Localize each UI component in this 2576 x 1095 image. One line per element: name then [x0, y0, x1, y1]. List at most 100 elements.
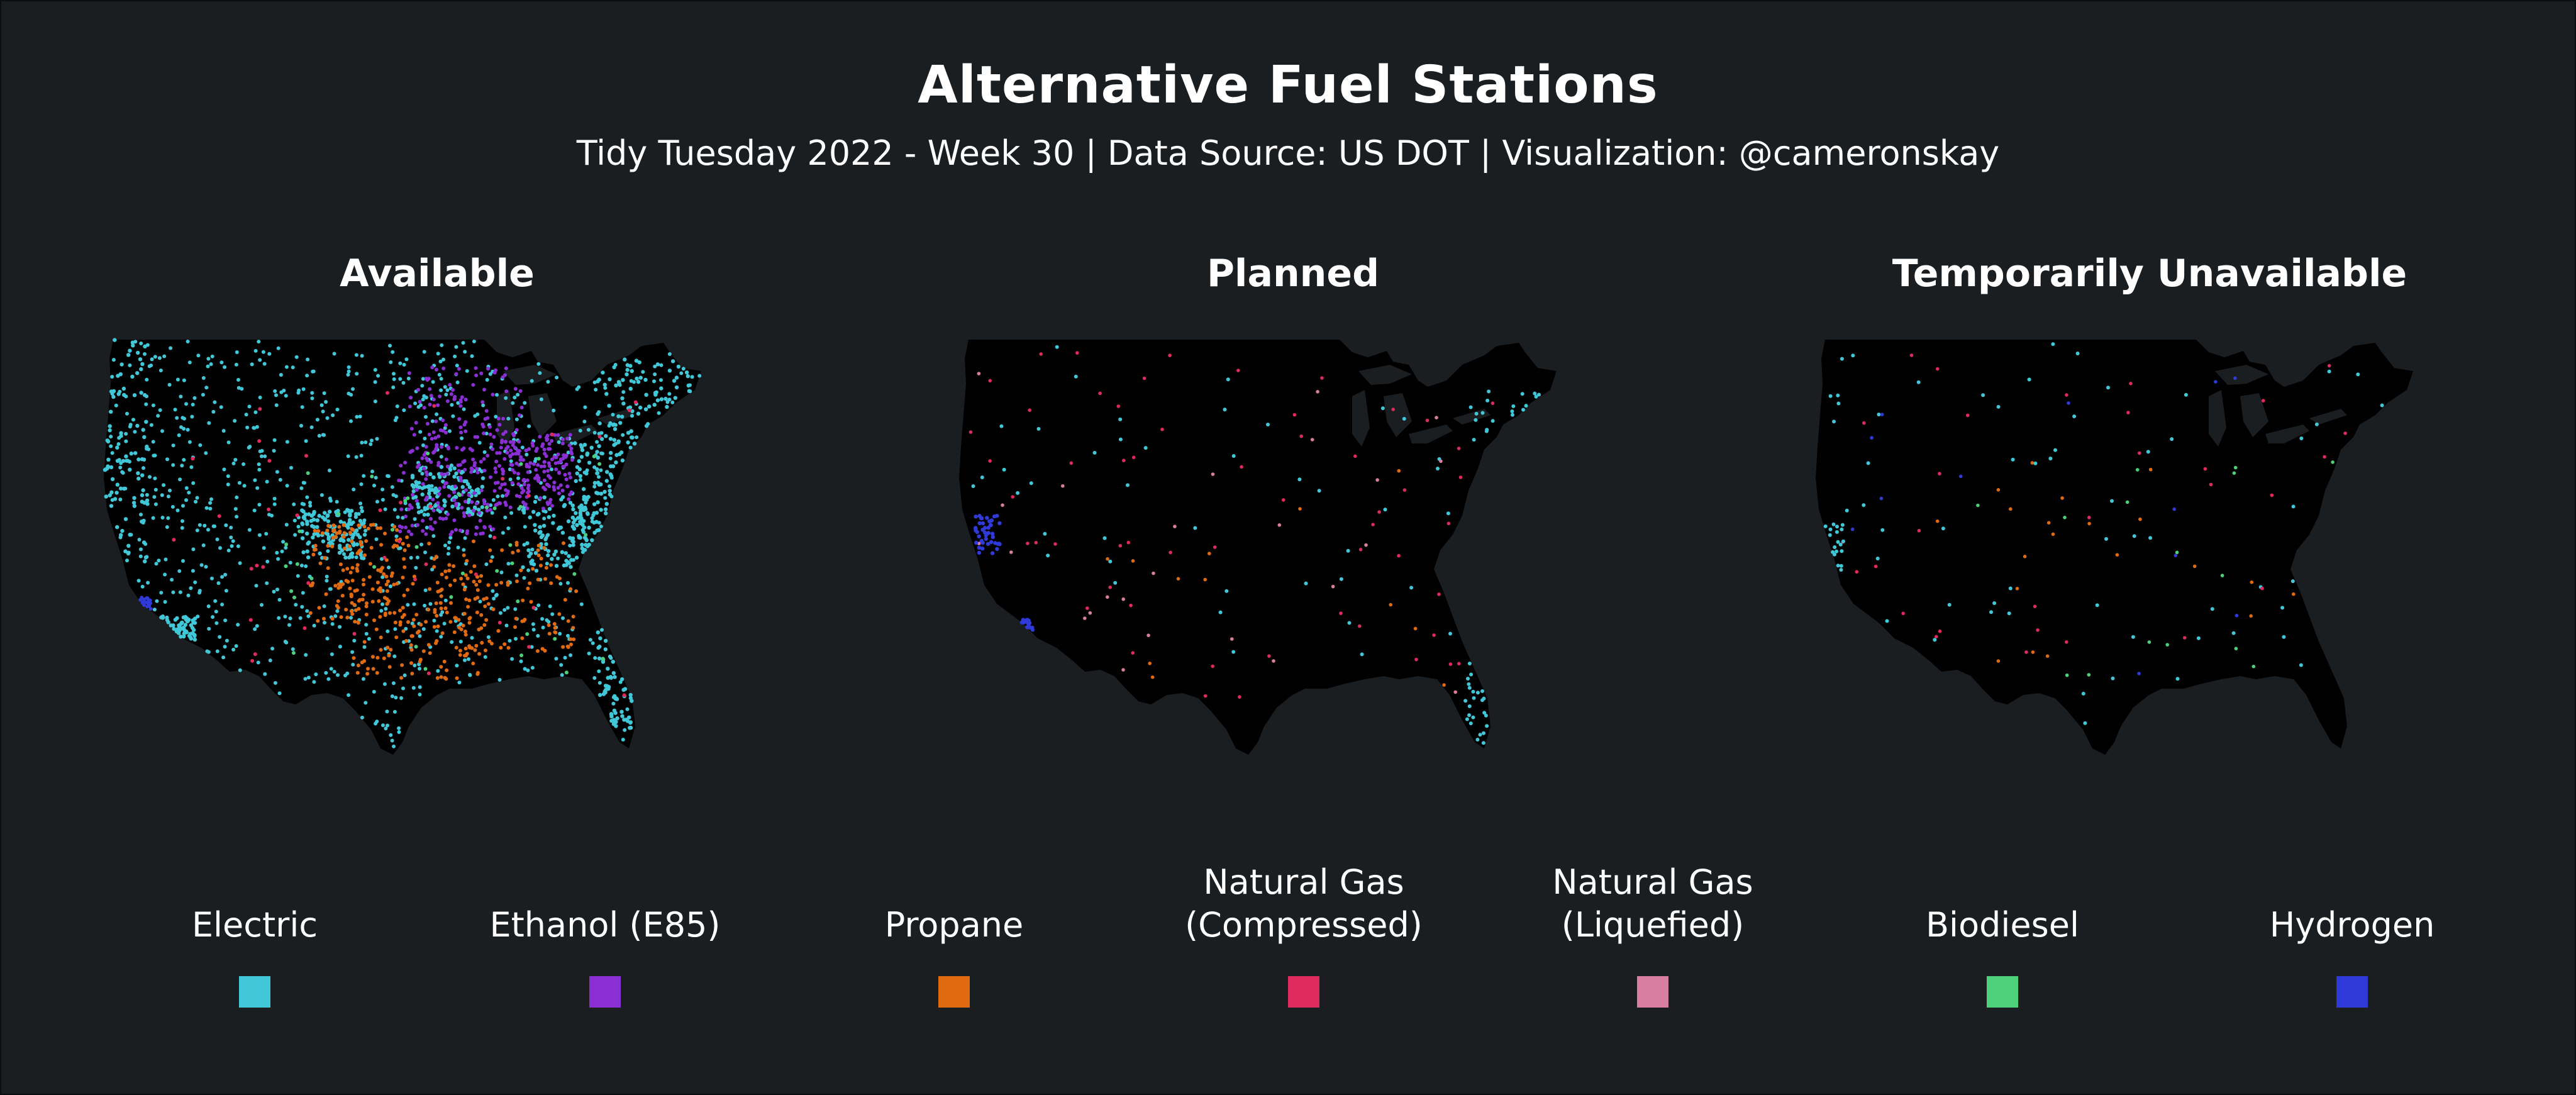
station-point: [2203, 467, 2207, 471]
station-point: [267, 513, 271, 517]
station-point: [1510, 409, 1514, 413]
station-point: [484, 618, 489, 622]
station-point: [632, 380, 636, 384]
station-point: [263, 454, 267, 459]
station-point: [478, 518, 482, 523]
station-point: [547, 461, 551, 465]
station-point: [467, 616, 472, 621]
station-point: [416, 523, 419, 527]
station-point: [171, 623, 175, 628]
station-point: [628, 364, 633, 368]
station-point: [364, 631, 369, 636]
station-point: [1524, 404, 1528, 408]
station-point: [516, 599, 520, 604]
station-point: [1885, 619, 1889, 623]
station-point: [609, 712, 614, 716]
station-point: [561, 616, 565, 620]
station-point: [504, 366, 508, 370]
station-point: [276, 557, 280, 561]
station-point: [541, 442, 545, 447]
station-point: [548, 497, 553, 502]
station-point: [184, 498, 188, 503]
station-point: [418, 667, 421, 671]
station-point: [1211, 664, 1214, 669]
station-point: [529, 599, 533, 604]
station-point: [2132, 534, 2136, 538]
station-point: [458, 653, 462, 657]
station-point: [436, 501, 440, 505]
station-point: [409, 555, 413, 560]
station-point: [221, 429, 226, 433]
station-point: [323, 517, 327, 522]
station-point: [391, 528, 394, 532]
station-point: [608, 377, 612, 382]
station-point: [580, 542, 584, 547]
station-point: [142, 457, 147, 462]
station-point: [146, 581, 150, 585]
station-point: [441, 517, 445, 521]
station-point: [440, 343, 444, 347]
station-point: [344, 608, 348, 612]
station-point: [550, 612, 555, 616]
station-point: [453, 578, 457, 582]
station-point: [449, 392, 453, 396]
station-point: [1297, 477, 1302, 482]
station-point: [519, 462, 523, 466]
station-point: [561, 464, 565, 469]
station-point: [343, 555, 348, 560]
station-point: [1831, 522, 1836, 526]
station-point: [211, 409, 216, 414]
station-point: [434, 601, 438, 606]
station-point: [223, 572, 228, 577]
station-point: [1877, 413, 1881, 416]
station-point: [457, 469, 461, 473]
station-point: [268, 659, 272, 662]
station-point: [504, 623, 509, 628]
station-point: [616, 439, 621, 443]
station-point: [336, 512, 341, 516]
station-point: [530, 379, 534, 383]
station-point: [435, 614, 439, 618]
station-point: [289, 465, 293, 470]
station-point: [374, 627, 379, 631]
station-point: [519, 653, 524, 657]
station-point: [577, 385, 581, 389]
station-point: [470, 354, 474, 359]
station-point: [591, 641, 595, 645]
station-point: [104, 494, 108, 499]
station-point: [304, 564, 308, 569]
station-point: [292, 518, 297, 523]
station-point: [2023, 555, 2027, 559]
station-point: [592, 454, 596, 459]
station-point: [611, 701, 616, 706]
station-point: [309, 576, 314, 581]
station-point: [579, 445, 584, 450]
station-point: [285, 440, 289, 444]
station-point: [625, 367, 630, 372]
station-point: [988, 459, 992, 463]
station-point: [416, 502, 420, 506]
station-point: [555, 375, 559, 380]
station-point: [1168, 353, 1172, 357]
station-point: [348, 586, 352, 591]
station-point: [448, 467, 453, 472]
station-point: [1947, 603, 1951, 607]
station-point: [484, 431, 489, 436]
station-point: [570, 538, 575, 543]
station-point: [425, 421, 430, 426]
station-point: [445, 610, 449, 614]
station-point: [548, 604, 552, 608]
station-point: [522, 482, 526, 487]
station-point: [592, 676, 597, 680]
station-point: [2007, 611, 2011, 616]
station-point: [260, 448, 264, 453]
station-point: [204, 506, 209, 510]
station-point: [547, 631, 552, 636]
station-point: [432, 404, 436, 408]
station-point: [433, 436, 438, 440]
station-point: [462, 407, 466, 411]
station-point: [406, 603, 410, 607]
station-point: [218, 546, 222, 550]
station-point: [192, 621, 197, 625]
station-point: [351, 662, 355, 667]
